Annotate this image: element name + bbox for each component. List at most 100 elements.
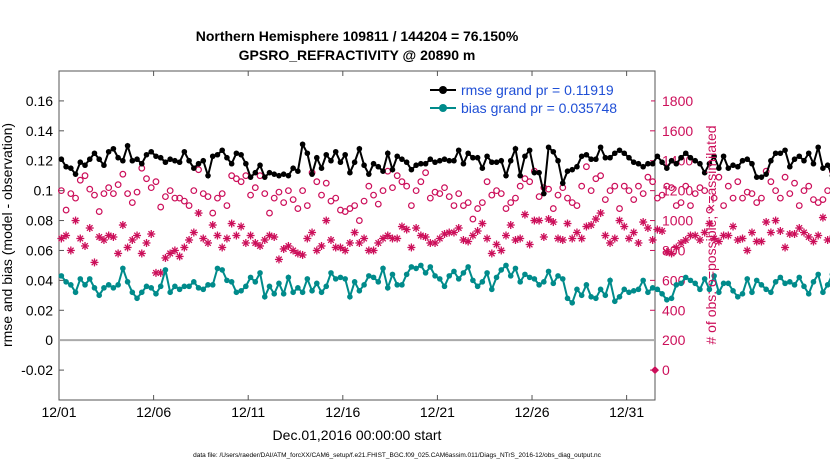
bias-point bbox=[465, 264, 471, 270]
bias-point bbox=[91, 285, 98, 291]
rmse-point bbox=[191, 165, 197, 172]
bias-point bbox=[418, 262, 424, 269]
bias-point bbox=[611, 298, 618, 305]
obs-assimilated-point bbox=[114, 249, 123, 258]
obs-assimilated-point bbox=[568, 234, 577, 243]
bias-point bbox=[668, 295, 675, 302]
bias-point bbox=[351, 279, 358, 285]
obs-possible-point bbox=[672, 202, 680, 209]
rmse-point bbox=[730, 162, 736, 169]
x-tick-label: 12/16 bbox=[325, 404, 360, 420]
obs-possible-point bbox=[199, 190, 207, 198]
bias-point bbox=[157, 283, 164, 290]
bias-point bbox=[290, 289, 296, 296]
obs-assimilated-point bbox=[601, 231, 610, 240]
rmse-point bbox=[498, 157, 505, 164]
rmse-point bbox=[725, 165, 732, 172]
rmse-point bbox=[271, 171, 278, 177]
bias-point bbox=[782, 280, 788, 287]
obs-assimilated-point bbox=[194, 209, 203, 218]
rmse-point bbox=[266, 169, 273, 176]
obs-possible-point bbox=[564, 194, 571, 202]
y-right-tick-label: 1800 bbox=[662, 93, 693, 109]
obs-possible-point bbox=[791, 179, 798, 187]
bias-point bbox=[176, 286, 183, 293]
y-tick-label: -0.02 bbox=[21, 362, 53, 378]
y-tick-label: 0.08 bbox=[26, 213, 53, 229]
obs-assimilated-point bbox=[412, 224, 421, 233]
bias-point bbox=[195, 285, 202, 291]
rmse-point bbox=[285, 172, 292, 179]
y-right-tick-label: 1600 bbox=[662, 123, 693, 139]
obs-possible-point bbox=[351, 202, 359, 209]
obs-assimilated-point bbox=[246, 231, 255, 240]
obs-assimilated-point bbox=[516, 234, 525, 243]
bias-point bbox=[796, 274, 803, 281]
obs-possible-point bbox=[143, 175, 150, 183]
bias-point bbox=[389, 271, 396, 278]
rmse-point bbox=[243, 160, 249, 167]
obs-assimilated-point bbox=[502, 231, 510, 240]
obs-possible-point bbox=[436, 190, 444, 198]
rmse-point bbox=[138, 160, 145, 167]
rmse-point bbox=[583, 151, 590, 158]
chart-subtitle: GPSRO_REFRACTIVITY @ 20890 m bbox=[239, 47, 476, 63]
rmse-point bbox=[394, 153, 401, 160]
obs-possible-point bbox=[72, 194, 79, 202]
bias-point bbox=[304, 276, 311, 282]
rmse-point bbox=[162, 159, 169, 166]
obs-possible-point bbox=[374, 200, 382, 208]
rmse-point bbox=[205, 172, 211, 179]
obs-possible-point bbox=[209, 209, 217, 217]
rmse-point bbox=[455, 147, 462, 154]
obs-possible-point bbox=[483, 178, 491, 186]
rmse-point bbox=[744, 156, 751, 163]
bias-point bbox=[110, 285, 117, 291]
obs-assimilated-point bbox=[71, 216, 80, 225]
bias-point bbox=[640, 277, 646, 284]
obs-possible-point bbox=[729, 194, 737, 202]
rmse-point bbox=[157, 154, 164, 161]
rmse-point bbox=[659, 159, 665, 166]
obs-possible-point bbox=[460, 202, 467, 209]
obs-assimilated-point bbox=[724, 231, 733, 240]
bias-point bbox=[138, 289, 145, 296]
obs-possible-point bbox=[521, 175, 529, 183]
bias-point bbox=[673, 282, 680, 288]
obs-assimilated-point bbox=[629, 228, 638, 237]
bias-point bbox=[228, 279, 235, 285]
rmse-point bbox=[72, 171, 79, 177]
rmse-point bbox=[465, 150, 471, 157]
bias-point bbox=[578, 292, 585, 299]
rmse-point bbox=[446, 157, 453, 164]
rmse-point bbox=[82, 162, 88, 169]
obs-possible-point bbox=[95, 208, 103, 215]
obs-assimilated-point bbox=[478, 219, 487, 228]
bias-point bbox=[607, 277, 613, 284]
bias-point bbox=[559, 276, 566, 282]
bias-point bbox=[517, 279, 523, 285]
obs-possible-point bbox=[346, 205, 354, 212]
bias-point bbox=[583, 282, 590, 288]
obs-assimilated-point bbox=[492, 240, 501, 249]
x-tick-label: 12/01 bbox=[41, 404, 76, 420]
obs-assimilated-point bbox=[643, 224, 652, 233]
obs-possible-point bbox=[781, 173, 789, 181]
rmse-point bbox=[664, 165, 670, 172]
obs-assimilated-point bbox=[76, 234, 85, 243]
bias-point bbox=[422, 270, 429, 276]
obs-assimilated-point bbox=[237, 222, 246, 231]
y-tick-label: 0.04 bbox=[26, 272, 53, 288]
bias-point bbox=[129, 289, 136, 296]
bias-point bbox=[758, 282, 765, 288]
rmse-point bbox=[507, 157, 514, 164]
bias-point bbox=[167, 289, 173, 296]
rmse-point bbox=[531, 169, 538, 176]
obs-assimilated-point bbox=[620, 222, 629, 231]
bias-point bbox=[252, 279, 259, 285]
bias-point bbox=[261, 294, 268, 300]
rmse-point bbox=[124, 142, 131, 149]
bias-point bbox=[739, 291, 746, 297]
obs-possible-point bbox=[535, 193, 543, 201]
obs-possible-point bbox=[270, 194, 278, 202]
